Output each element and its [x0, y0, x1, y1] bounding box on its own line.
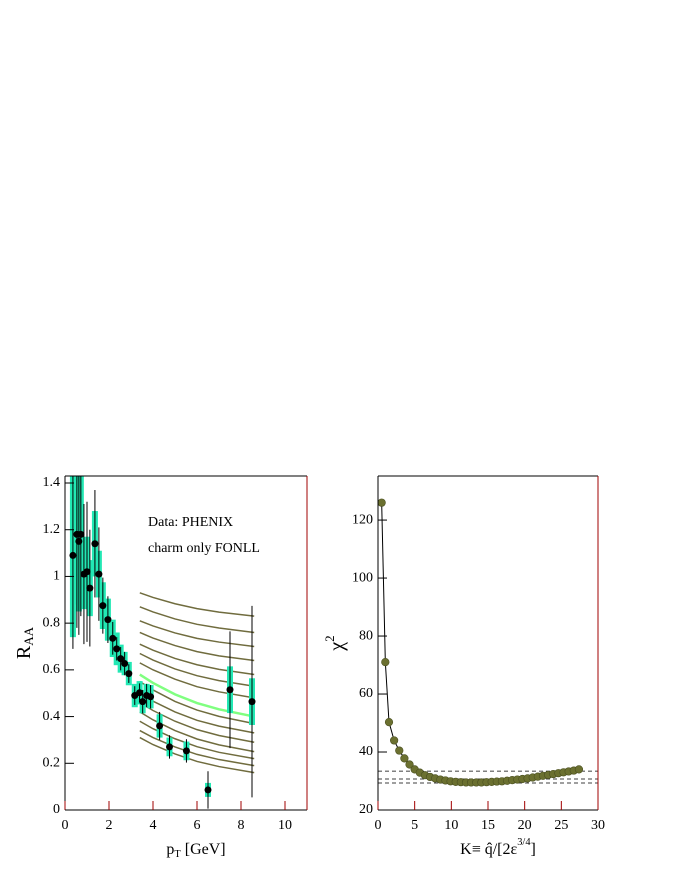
label-part: K≡ q̂/[2ε [460, 841, 517, 858]
label-part: ] [531, 841, 536, 858]
data-point [400, 754, 409, 763]
x-tick-label: 8 [238, 818, 245, 833]
data-point [104, 616, 112, 624]
data-point [86, 584, 94, 592]
x-tick-label: 25 [554, 818, 568, 833]
x-tick-label: 0 [375, 818, 382, 833]
x-tick-label: 15 [481, 818, 495, 833]
fit-line [381, 502, 580, 783]
data-point [121, 660, 129, 668]
data-point [83, 568, 91, 576]
x-tick-label: 2 [106, 818, 113, 833]
data-point [204, 786, 212, 794]
y-tick-label: 100 [352, 570, 373, 585]
data-point [156, 722, 164, 730]
data-point [109, 634, 117, 642]
axis-label: pT [GeV] [166, 841, 225, 861]
data-point [91, 540, 99, 548]
model-curve [139, 652, 255, 687]
y-tick-label: 0.8 [43, 615, 61, 630]
label-part: 3/4 [517, 837, 531, 848]
model-curve [139, 673, 255, 718]
label-part: [GeV] [181, 841, 226, 858]
y-tick-label: 1.4 [43, 475, 61, 490]
data-point [136, 689, 144, 697]
label-part: AA [21, 626, 36, 645]
axis-label: χ2 [322, 635, 348, 651]
annotation: Data: PHENIX [148, 515, 233, 530]
plot-area [69, 476, 256, 809]
data-point [125, 670, 133, 678]
data-point [405, 760, 414, 769]
y-tick-label: 1 [53, 569, 60, 584]
model-curve [139, 620, 255, 648]
y-tick-label: 0.4 [43, 709, 61, 724]
x-tick-label: 4 [150, 818, 157, 833]
data-point [395, 746, 404, 755]
data-point [69, 551, 77, 559]
data-point [95, 570, 103, 578]
data-point [182, 747, 190, 755]
y-tick-label: 60 [359, 686, 373, 701]
model-curve [139, 662, 255, 699]
data-point [166, 743, 173, 751]
data-point [381, 658, 390, 667]
label-part: p [166, 841, 174, 858]
data-point [574, 765, 584, 774]
axis-label: K≡ q̂/[2ε3/4] [460, 837, 536, 857]
data-point [113, 645, 121, 653]
y-tick-label: 40 [359, 744, 373, 759]
data-point [378, 498, 386, 507]
label-part: T [174, 849, 181, 860]
data-point [99, 602, 107, 610]
y-tick-label: 0.2 [43, 756, 61, 771]
label-part: χ [326, 642, 348, 652]
data-point [77, 530, 85, 538]
x-tick-label: 30 [591, 818, 605, 833]
label-part: R [13, 645, 35, 659]
annotation: charm only FONLL [148, 541, 260, 556]
x-tick-label: 10 [278, 818, 292, 833]
model-curve [139, 701, 255, 744]
y-tick-label: 120 [352, 512, 373, 527]
data-point [384, 718, 394, 727]
model-curve [139, 606, 255, 634]
data-point [139, 698, 147, 706]
label-part: 2 [322, 635, 337, 642]
model-curve [139, 592, 255, 617]
x-tick-label: 5 [411, 818, 418, 833]
x-tick-label: 20 [518, 818, 532, 833]
data-point [248, 698, 256, 706]
x-tick-label: 10 [444, 818, 458, 833]
y-tick-label: 80 [359, 628, 373, 643]
y-tick-label: 0.6 [43, 662, 61, 677]
model-curve [139, 711, 255, 753]
data-point [390, 736, 399, 745]
y-tick-label: 0 [53, 802, 60, 817]
data-point [117, 655, 125, 663]
y-tick-label: 1.2 [43, 522, 61, 537]
model-curve [139, 631, 255, 662]
y-tick-label: 20 [359, 802, 373, 817]
data-point [147, 693, 155, 701]
axis-label: RAA [13, 626, 36, 659]
x-tick-label: 6 [194, 818, 201, 833]
plot-area [378, 498, 598, 787]
x-tick-label: 0 [62, 818, 69, 833]
data-point [226, 686, 234, 694]
model-curve [139, 643, 255, 676]
